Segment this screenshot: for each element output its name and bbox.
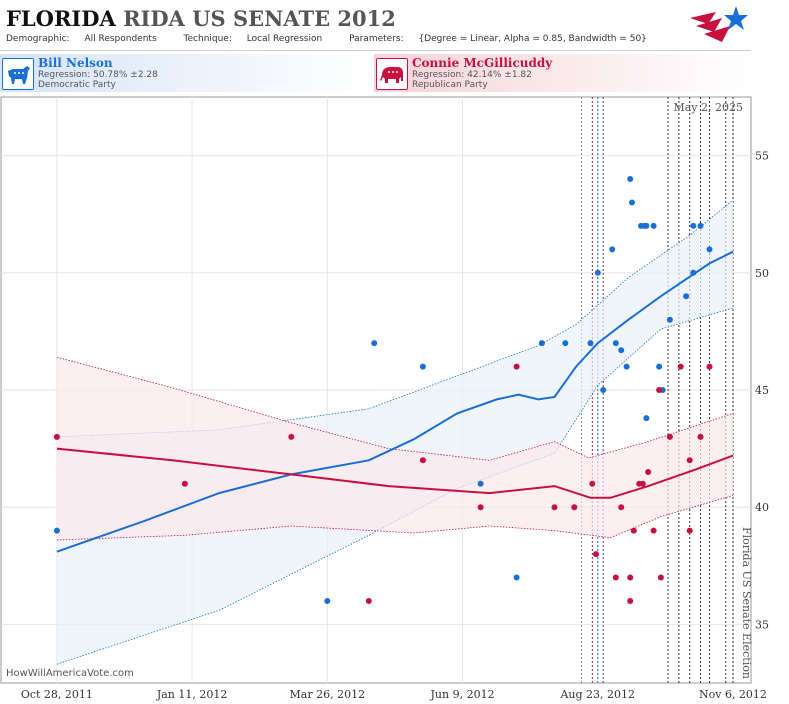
parameters-line: Demographic: All Respondents Technique: … — [6, 34, 671, 44]
data-point — [53, 433, 60, 440]
data-point — [706, 246, 713, 253]
site-credit: HowWillAmericaVote.com — [6, 668, 134, 679]
x-tick-label: Aug 23, 2012 — [559, 688, 635, 701]
data-point — [513, 363, 520, 370]
data-point — [419, 457, 426, 464]
candidate-rep: Connie McGillicuddy Regression: 42.14% ±… — [374, 54, 751, 92]
data-point — [686, 457, 693, 464]
data-point — [53, 527, 60, 534]
data-point — [181, 480, 188, 487]
data-point — [627, 598, 634, 604]
elephant-icon — [376, 58, 408, 90]
data-point — [419, 363, 426, 370]
candidate-name: Bill Nelson — [38, 56, 113, 70]
y-tick-label: 55 — [755, 150, 769, 163]
donkey-icon — [2, 58, 34, 90]
data-point — [666, 316, 673, 323]
candidate-party: Republican Party — [412, 80, 488, 90]
date-annotation: May 2, 2025 — [673, 101, 743, 114]
data-point — [657, 574, 664, 581]
data-point — [513, 574, 520, 581]
page-title: FLORIDA RIDA US SENATE 2012 — [6, 6, 396, 31]
data-point — [690, 222, 697, 229]
y-tick-label: 35 — [755, 618, 769, 631]
data-point — [609, 246, 616, 253]
data-point — [666, 433, 673, 440]
data-point — [612, 574, 619, 581]
confidence-band — [56, 200, 733, 665]
data-point — [571, 504, 578, 511]
data-point — [562, 340, 569, 347]
x-tick-label: Nov 6, 2012 — [699, 688, 767, 701]
data-point — [365, 598, 372, 604]
data-point — [683, 293, 690, 300]
trend-line — [56, 447, 734, 499]
data-point — [697, 433, 704, 440]
y-tick-label: 50 — [755, 267, 769, 280]
data-point — [690, 269, 697, 276]
candidate-dem: Bill Nelson Regression: 50.78% ±2.28 Dem… — [0, 54, 370, 92]
data-point — [686, 527, 693, 534]
technique: Technique: Local Regression — [183, 34, 323, 44]
data-point — [706, 363, 713, 370]
data-point — [600, 387, 607, 393]
y-tick-label: 45 — [755, 384, 769, 397]
data-point — [593, 551, 599, 558]
confidence-lower — [56, 495, 734, 541]
data-point — [639, 480, 646, 487]
demographic: Demographic: All Respondents — [6, 34, 157, 44]
x-tick-label: Mar 26, 2012 — [290, 688, 366, 701]
data-point — [627, 176, 634, 182]
data-point — [650, 222, 657, 229]
data-point — [656, 387, 663, 393]
data-point — [551, 504, 558, 511]
data-point — [650, 527, 657, 534]
state-title: FLORIDA — [6, 6, 116, 31]
data-point — [627, 574, 634, 581]
data-point — [623, 363, 630, 370]
data-point — [477, 480, 484, 487]
data-point — [589, 480, 596, 487]
race-title: RIDA US SENATE 2012 — [123, 6, 396, 31]
data-point — [643, 415, 650, 422]
confidence-upper — [56, 356, 734, 461]
x-tick-label: Jun 9, 2012 — [430, 688, 495, 701]
data-point — [630, 527, 637, 534]
candidate-name: Connie McGillicuddy — [412, 56, 553, 70]
data-point — [587, 340, 594, 347]
data-point — [612, 340, 619, 347]
election-label: Florida US Senate Election — [740, 527, 753, 679]
data-point — [697, 222, 704, 229]
data-point — [477, 504, 484, 511]
data-point — [538, 340, 545, 347]
parameters: Parameters: {Degree = Linear, Alpha = 0.… — [349, 34, 647, 44]
data-point — [629, 199, 635, 206]
confidence-upper — [56, 199, 734, 438]
data-point — [324, 598, 331, 604]
confidence-band — [56, 357, 733, 540]
x-tick-label: Jan 11, 2012 — [156, 688, 228, 701]
candidate-regression: Regression: 42.14% ±1.82 — [412, 70, 532, 80]
trend-line — [56, 250, 734, 553]
candidate-party: Democratic Party — [38, 80, 116, 90]
data-point — [677, 363, 684, 370]
candidate-regression: Regression: 50.78% ±2.28 — [38, 70, 158, 80]
y-tick-label: 40 — [755, 501, 769, 514]
data-point — [643, 222, 650, 229]
data-point — [618, 347, 625, 354]
data-point — [594, 269, 601, 276]
data-point — [371, 340, 378, 347]
data-point — [645, 469, 652, 475]
data-point — [618, 504, 625, 511]
data-point — [656, 363, 663, 370]
site-logo — [690, 6, 748, 42]
x-tick-label: Oct 28, 2011 — [21, 688, 93, 701]
data-point — [288, 433, 295, 440]
chart-header: FLORIDA RIDA US SENATE 2012 Demographic:… — [0, 0, 751, 51]
